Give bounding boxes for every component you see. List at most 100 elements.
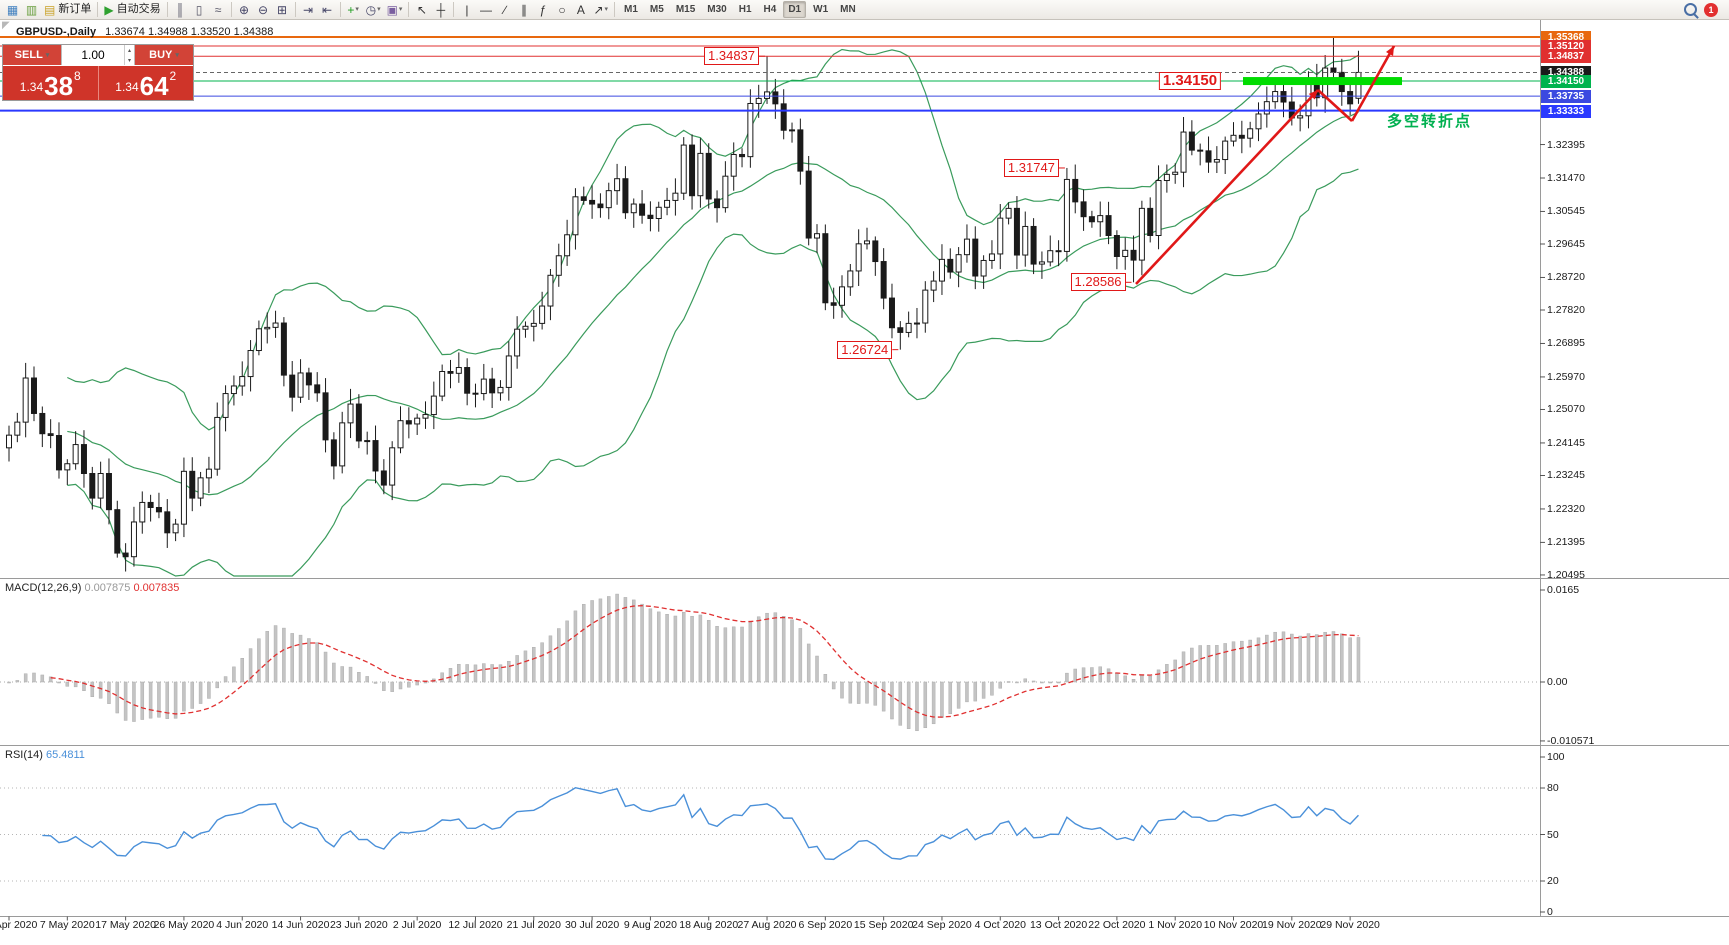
timeframe-m15[interactable]: M15 [671,1,700,18]
crosshair-tool[interactable]: ┼ [431,1,450,18]
vertical-line-tool[interactable]: | [457,1,476,18]
rsi-axis-label: 100 [1547,751,1565,763]
date-label: 26 May 2020 [153,919,215,931]
price-tick: 1.22320 [1547,502,1585,515]
supply-zone[interactable] [1243,77,1402,86]
arrows-tool[interactable]: ↗ ▾ [590,1,611,18]
price-annotation-1.31747[interactable]: 1.31747 [1003,158,1059,177]
price-tick: 1.31470 [1547,171,1585,184]
indicators-button-caret-icon: ▾ [355,6,359,13]
rsi-axis-label: 50 [1547,828,1559,841]
lot-size-input[interactable] [62,45,125,65]
buy-price[interactable]: 1.34 64 2 [97,66,193,100]
date-label: 14 Jun 2020 [271,919,330,931]
notification-badge[interactable]: 1 [1704,2,1718,17]
price-annotation-1.34150[interactable]: 1.34150 [1158,72,1222,91]
channel-tool-icon: ∥ [520,2,527,17]
timeframe-m5[interactable]: M5 [645,1,669,18]
buy-button[interactable]: BUY ▾ [135,45,193,65]
macd-axis-label: 0.00 [1547,676,1568,688]
trendline-tool[interactable]: ∕ [495,1,514,18]
timeframe-h1[interactable]: H1 [734,1,757,18]
tile-windows-button[interactable]: ⊞ [273,1,292,18]
channel-tool[interactable]: ∥ [514,1,533,18]
date-label: 18 Aug 2020 [679,919,739,931]
bollinger-bands [67,48,1359,577]
toolbar-separator [339,2,341,17]
fibonacci-tool[interactable]: ƒ [533,1,552,18]
date-label: 4 Jun 2020 [216,919,269,931]
autotrading-button[interactable]: ▶ 自动交易 [101,1,163,18]
cursor-tool-icon: ↖ [416,2,427,17]
text-tool-icon: A [576,2,585,17]
zoom-out-button[interactable]: ⊖ [254,1,273,18]
search-icon[interactable] [1684,3,1697,16]
date-label: 2 Jul 2020 [392,919,442,931]
price-tick: 1.20495 [1547,568,1585,581]
rsi-line [42,787,1359,861]
price-annotation-1.28586[interactable]: 1.28586 [1070,273,1126,292]
templates-button-caret-icon: ▾ [398,6,403,13]
price-tick: 1.29645 [1547,238,1585,250]
market-watch-icon: ▦ [6,2,19,17]
zoom-in-button[interactable]: ⊕ [235,1,254,18]
chart-shift-button[interactable]: ⇤ [318,1,337,18]
vertical-line-tool-icon: | [465,2,469,17]
auto-scroll-button[interactable]: ⇥ [299,1,318,18]
new-order-button[interactable]: ▤ 新订单 [41,1,94,18]
zoom-out-button-icon: ⊖ [258,2,269,17]
one-click-collapse-icon[interactable]: ◤ [2,20,10,31]
rsi-label: RSI(14) 65.4811 [5,749,85,761]
line-chart-button[interactable]: ≈ [209,1,228,18]
timeframe-mn[interactable]: MN [835,1,861,18]
date-label: 23 Jun 2020 [329,919,388,931]
chart-title: GBPUSD-,Daily 1.33674 1.34988 1.33520 1.… [16,26,273,38]
price-annotation-1.34837[interactable]: 1.34837 [704,47,760,66]
periods-button[interactable]: ◷ ▾ [363,1,384,18]
horizontal-lines[interactable] [0,36,1540,112]
candlestick-chart-button[interactable]: ▯ [190,1,209,18]
shapes-tool[interactable]: ○ [552,1,571,18]
lot-decrease-button[interactable]: ▾ [128,57,132,64]
timeframe-m30[interactable]: M30 [702,1,731,18]
arrows-tool-icon: ↗ [593,2,604,17]
sell-dropdown-icon[interactable]: ▾ [45,52,50,59]
timeframe-d1[interactable]: D1 [783,1,807,18]
bar-chart-button[interactable]: ║ [171,1,190,18]
sell-button[interactable]: SELL ▾ [3,45,61,65]
date-label: 24 Sep 2020 [912,919,972,931]
data-window[interactable]: ▥ [22,1,41,18]
indicators-button[interactable]: + ▾ [344,1,363,18]
market-watch[interactable]: ▦ [3,1,22,18]
price-tick: 1.24145 [1547,436,1585,449]
horizontal-line-tool[interactable]: — [476,1,495,18]
price-tick: 1.25070 [1547,403,1585,416]
date-label: 19 Nov 2020 [1262,919,1322,931]
templates-button[interactable]: ▣ ▾ [384,1,406,18]
text-tool[interactable]: A [571,1,590,18]
sell-price[interactable]: 1.34 38 8 [3,66,98,100]
shapes-tool-icon: ○ [558,2,566,17]
buy-dropdown-icon[interactable]: ▾ [175,52,179,59]
cursor-tool[interactable]: ↖ [412,1,431,18]
candlestick-chart-button-icon: ▯ [195,2,203,17]
date-label: 6 Sep 2020 [798,919,853,931]
toolbar-separator [294,2,296,17]
templates-button-icon: ▣ [386,2,398,17]
date-label: 28 Apr 2020 [0,919,38,931]
date-label: 1 Nov 2020 [1148,919,1203,931]
timeframe-h4[interactable]: H4 [759,1,782,18]
date-label: 12 Jul 2020 [448,919,503,931]
turning-point-note[interactable]: 多空转折点 [1387,113,1473,130]
lot-increase-button[interactable]: ▴ [128,47,132,54]
price-annotation-1.26724[interactable]: 1.26724 [837,340,893,359]
price-tick: 1.26895 [1547,337,1585,350]
trend-arrows[interactable] [1135,45,1396,285]
horizontal-line-tool-icon: — [479,2,492,17]
date-label: 21 Jul 2020 [506,919,561,931]
timeframe-w1[interactable]: W1 [808,1,833,18]
timeframe-m1[interactable]: M1 [619,1,643,18]
